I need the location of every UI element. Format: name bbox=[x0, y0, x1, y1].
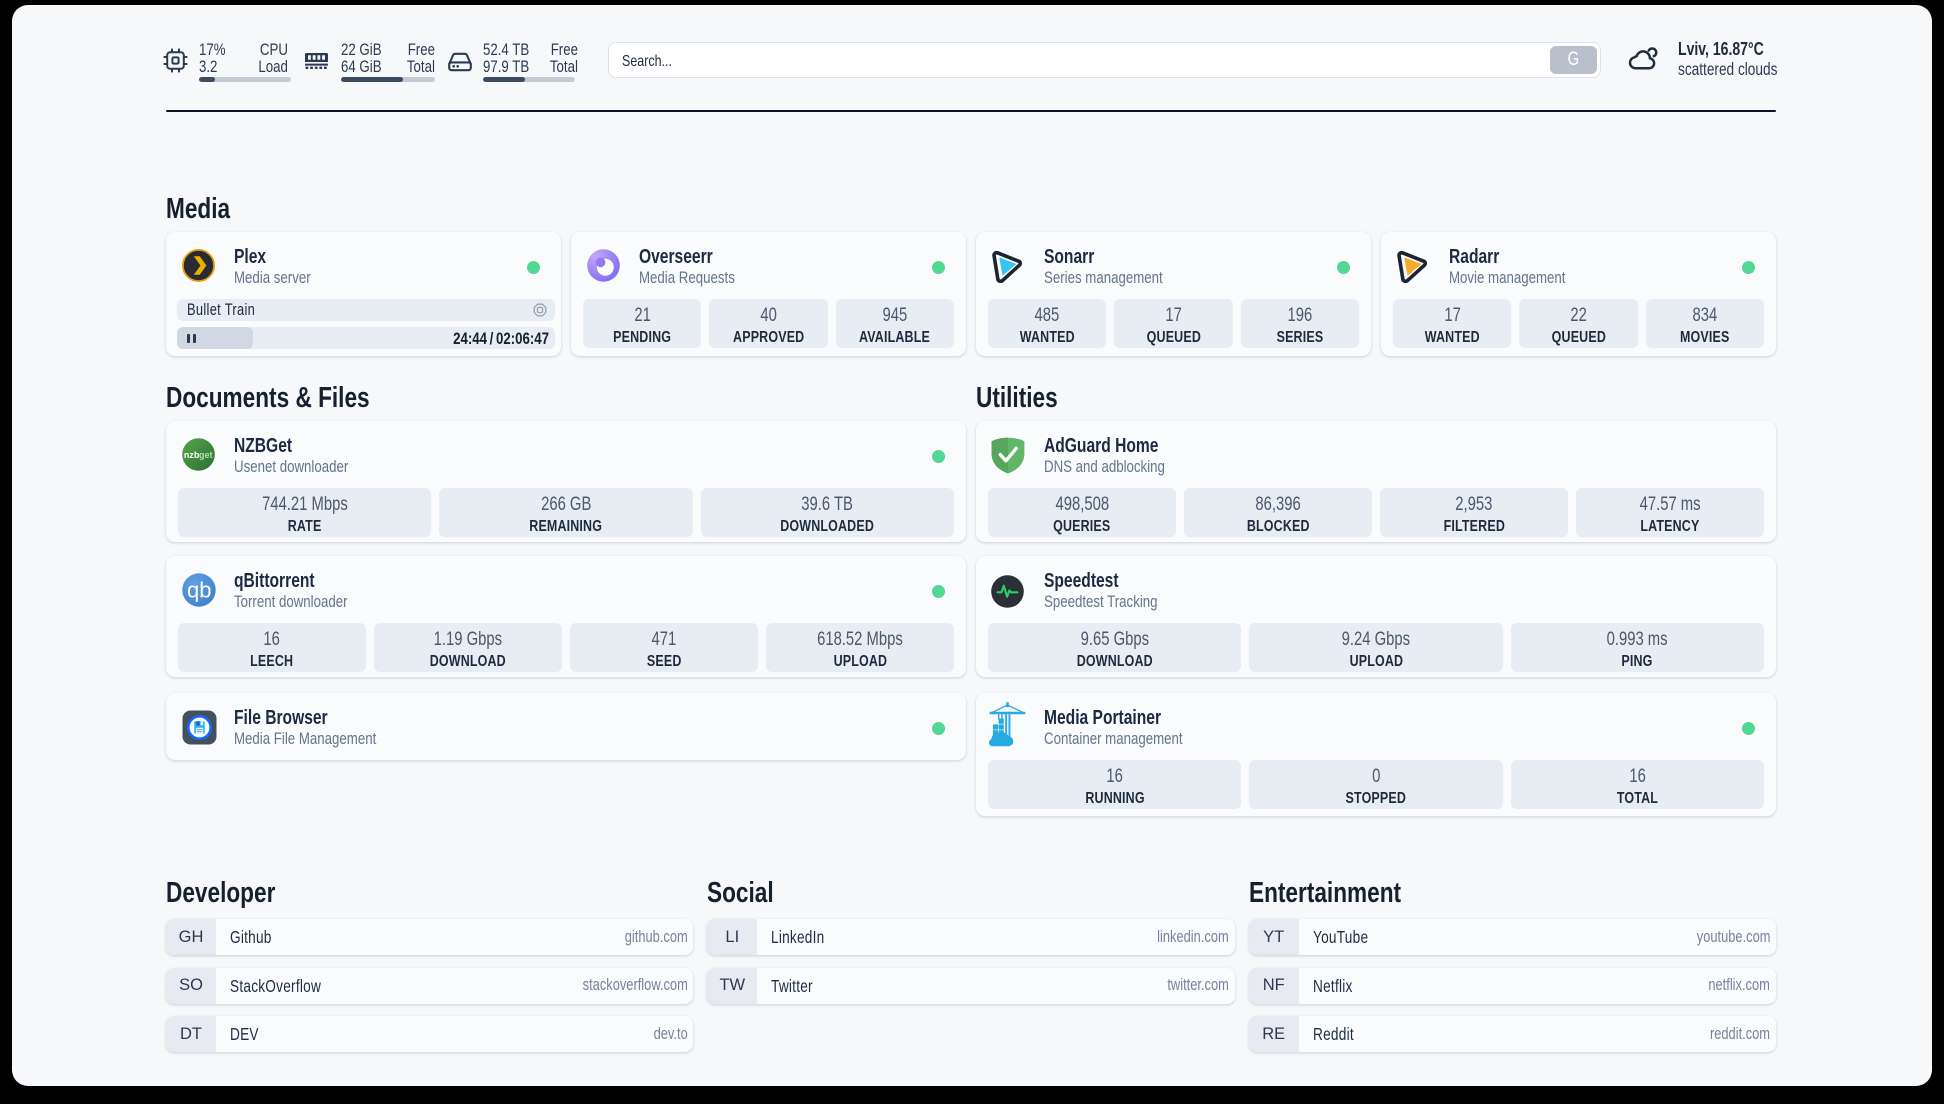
svg-text:nzb: nzb bbox=[184, 450, 200, 460]
svg-text:get: get bbox=[199, 450, 213, 460]
svg-text:qb: qb bbox=[187, 578, 211, 603]
